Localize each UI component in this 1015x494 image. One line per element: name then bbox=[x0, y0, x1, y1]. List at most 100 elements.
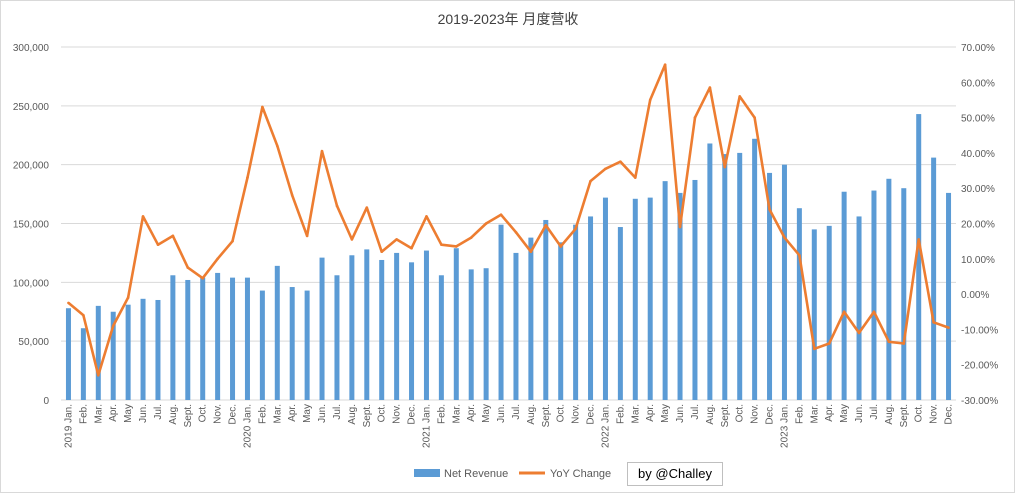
yoy-change-point bbox=[887, 340, 891, 344]
x-axis-tick-label: May bbox=[481, 404, 492, 423]
revenue-bar bbox=[483, 268, 489, 400]
yoy-change-point bbox=[335, 204, 339, 208]
yoy-change-point bbox=[395, 238, 398, 241]
x-axis-tick-label: May bbox=[302, 404, 313, 423]
left-axis-tick-label: 0 bbox=[43, 396, 49, 407]
revenue-bar bbox=[796, 208, 802, 400]
revenue-bar bbox=[811, 229, 817, 400]
right-axis-tick-label: 10.00% bbox=[961, 255, 995, 266]
yoy-change-point bbox=[290, 193, 294, 197]
x-axis-tick-label: Jul. bbox=[869, 404, 880, 420]
yoy-change-point bbox=[126, 296, 130, 299]
x-axis-tick-label: Oct. bbox=[914, 404, 925, 422]
yoy-change-point bbox=[768, 208, 771, 211]
x-axis-tick-label: Aug. bbox=[705, 404, 716, 425]
revenue-bar bbox=[215, 272, 221, 400]
revenue-bar bbox=[901, 188, 907, 400]
x-axis-tick-label: Nov. bbox=[213, 404, 224, 424]
yoy-change-point bbox=[305, 234, 309, 238]
revenue-bar bbox=[617, 227, 623, 400]
revenue-bar bbox=[274, 265, 280, 400]
revenue-bar bbox=[752, 138, 758, 400]
x-axis-tick-label: Dec. bbox=[944, 404, 955, 425]
revenue-bar bbox=[170, 275, 176, 400]
yoy-change-point bbox=[380, 250, 384, 254]
legend: Net Revenue YoY Change bbox=[414, 468, 611, 480]
right-axis-tick-label: 0.00% bbox=[961, 290, 989, 301]
yoy-change-point bbox=[589, 179, 592, 183]
yoy-change-line bbox=[67, 63, 949, 377]
x-axis-tick-label: 2022 Jan. bbox=[600, 404, 611, 448]
yoy-change-point bbox=[469, 236, 473, 239]
yoy-change-point bbox=[738, 95, 742, 98]
right-axis-tick-label: 70.00% bbox=[961, 43, 995, 54]
revenue-bar bbox=[125, 304, 131, 400]
revenue-bar bbox=[319, 257, 325, 400]
revenue-bar bbox=[647, 197, 653, 400]
yoy-change-point bbox=[753, 116, 756, 119]
revenue-bar bbox=[543, 219, 549, 400]
legend-label-yoy-change: YoY Change bbox=[550, 468, 611, 480]
revenue-bar bbox=[185, 279, 191, 400]
legend-swatch-net-revenue bbox=[414, 469, 440, 477]
x-axis-tick-label: Dec. bbox=[407, 404, 418, 425]
yoy-change-point bbox=[633, 176, 637, 179]
x-axis-tick-label: Mar. bbox=[809, 404, 820, 423]
x-axis-tick-label: 2019 Jan. bbox=[63, 404, 74, 448]
revenue-bar bbox=[916, 114, 922, 400]
yoy-change-point bbox=[708, 86, 712, 89]
x-axis-tick-label: Mar. bbox=[93, 404, 104, 423]
revenue-bar bbox=[931, 157, 937, 400]
watermark-label: by @Challey bbox=[627, 462, 723, 486]
yoy-change-point bbox=[261, 105, 264, 109]
revenue-bar bbox=[409, 262, 415, 400]
left-axis-tick-label: 50,000 bbox=[18, 337, 49, 348]
x-axis-tick-label: Apr. bbox=[466, 404, 477, 422]
chart-title: 2019-2023年 月度营收 bbox=[438, 11, 579, 27]
revenue-bar bbox=[528, 237, 534, 400]
right-axis-tick-label: -10.00% bbox=[961, 325, 998, 336]
yoy-change-point bbox=[96, 373, 100, 377]
revenue-bar bbox=[588, 216, 594, 400]
left-axis-tick-label: 250,000 bbox=[13, 102, 50, 113]
x-axis-tick-label: Aug. bbox=[884, 404, 895, 425]
right-axis-tick-label: 30.00% bbox=[961, 184, 995, 195]
x-axis-tick-label: Apr. bbox=[645, 404, 656, 422]
yoy-change-point bbox=[783, 236, 786, 239]
yoy-change-point bbox=[932, 321, 935, 324]
x-axis-tick-label: Dec. bbox=[765, 404, 776, 425]
x-axis-tick-label: May bbox=[660, 404, 671, 423]
revenue-bar bbox=[423, 250, 429, 400]
x-axis-tick-label: Jun. bbox=[675, 404, 686, 423]
yoy-change-point bbox=[619, 160, 622, 164]
yoy-change-point bbox=[246, 176, 249, 179]
right-axis-tick-label: 20.00% bbox=[961, 220, 995, 231]
yoy-change-point bbox=[484, 222, 488, 225]
yoy-change-point bbox=[663, 63, 667, 66]
revenue-bar bbox=[737, 152, 743, 400]
revenue-bar bbox=[140, 298, 146, 400]
yoy-change-point bbox=[723, 165, 727, 169]
x-axis-tick-label: Jul. bbox=[511, 404, 522, 420]
revenue-bar bbox=[573, 224, 579, 400]
left-axis-tick-label: 300,000 bbox=[13, 43, 50, 54]
x-axis-tick-label: Sept. bbox=[362, 404, 373, 427]
x-axis-tick-label: Feb. bbox=[257, 404, 268, 424]
revenue-bar bbox=[767, 172, 773, 400]
revenue-bar bbox=[871, 190, 877, 400]
yoy-change-point bbox=[201, 276, 205, 280]
x-axis-tick-label: Dec. bbox=[586, 404, 597, 425]
yoy-change-point bbox=[544, 223, 548, 227]
revenue-bar bbox=[95, 305, 101, 400]
x-axis-tick-label: Apr. bbox=[824, 404, 835, 422]
right-axis-tick-label: 60.00% bbox=[961, 78, 995, 89]
revenue-bar bbox=[707, 143, 713, 400]
yoy-change-point bbox=[186, 266, 190, 269]
x-axis-tick-label: Apr. bbox=[287, 404, 298, 422]
yoy-change-point bbox=[678, 225, 682, 229]
x-axis-tick-label: Oct. bbox=[556, 404, 567, 422]
yoy-change-point bbox=[365, 206, 369, 209]
yoy-change-point bbox=[604, 167, 607, 171]
x-axis-tick-label: 2023 Jan. bbox=[779, 404, 790, 448]
